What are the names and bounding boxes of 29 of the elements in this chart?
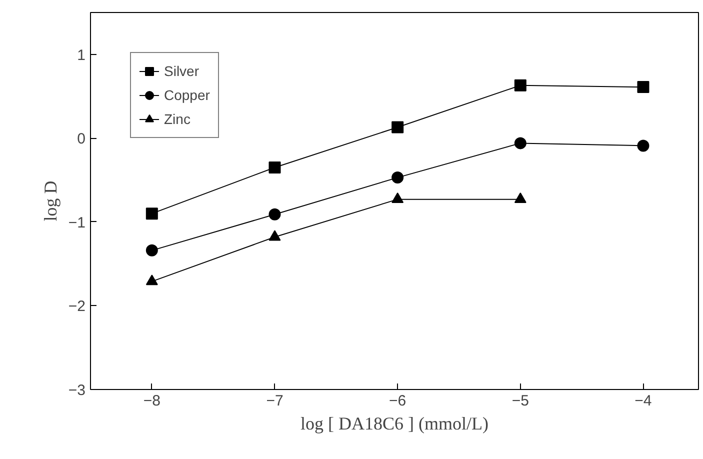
legend-label: Silver <box>164 63 200 79</box>
point <box>392 121 404 134</box>
point <box>514 79 526 92</box>
point <box>146 274 158 286</box>
x-tick-label: −8 <box>143 392 160 410</box>
point <box>268 230 281 241</box>
x-tick-label: −5 <box>512 392 529 410</box>
point <box>514 192 526 203</box>
legend-label: Copper <box>164 87 210 103</box>
point <box>146 208 158 220</box>
y-tick-label: 1 <box>77 46 86 64</box>
x-tick-label: −4 <box>634 392 652 410</box>
point <box>637 140 650 152</box>
point <box>146 244 158 256</box>
point <box>392 172 404 184</box>
point <box>392 192 404 203</box>
y-tick-label: −1 <box>68 214 86 232</box>
point <box>268 208 281 220</box>
legend-label: Zinc <box>164 111 190 127</box>
point <box>514 137 526 150</box>
x-tick-label: −6 <box>389 392 406 410</box>
point <box>637 81 650 94</box>
y-tick-label: −2 <box>68 298 86 316</box>
y-axis-title: log D <box>40 180 60 222</box>
point <box>268 161 281 174</box>
y-tick-label: 0 <box>77 130 86 148</box>
x-axis-title: log [ DA18C6 ] (mmol/L) <box>300 414 488 434</box>
y-tick-label: −3 <box>68 382 86 399</box>
x-tick-label: −7 <box>266 392 284 410</box>
